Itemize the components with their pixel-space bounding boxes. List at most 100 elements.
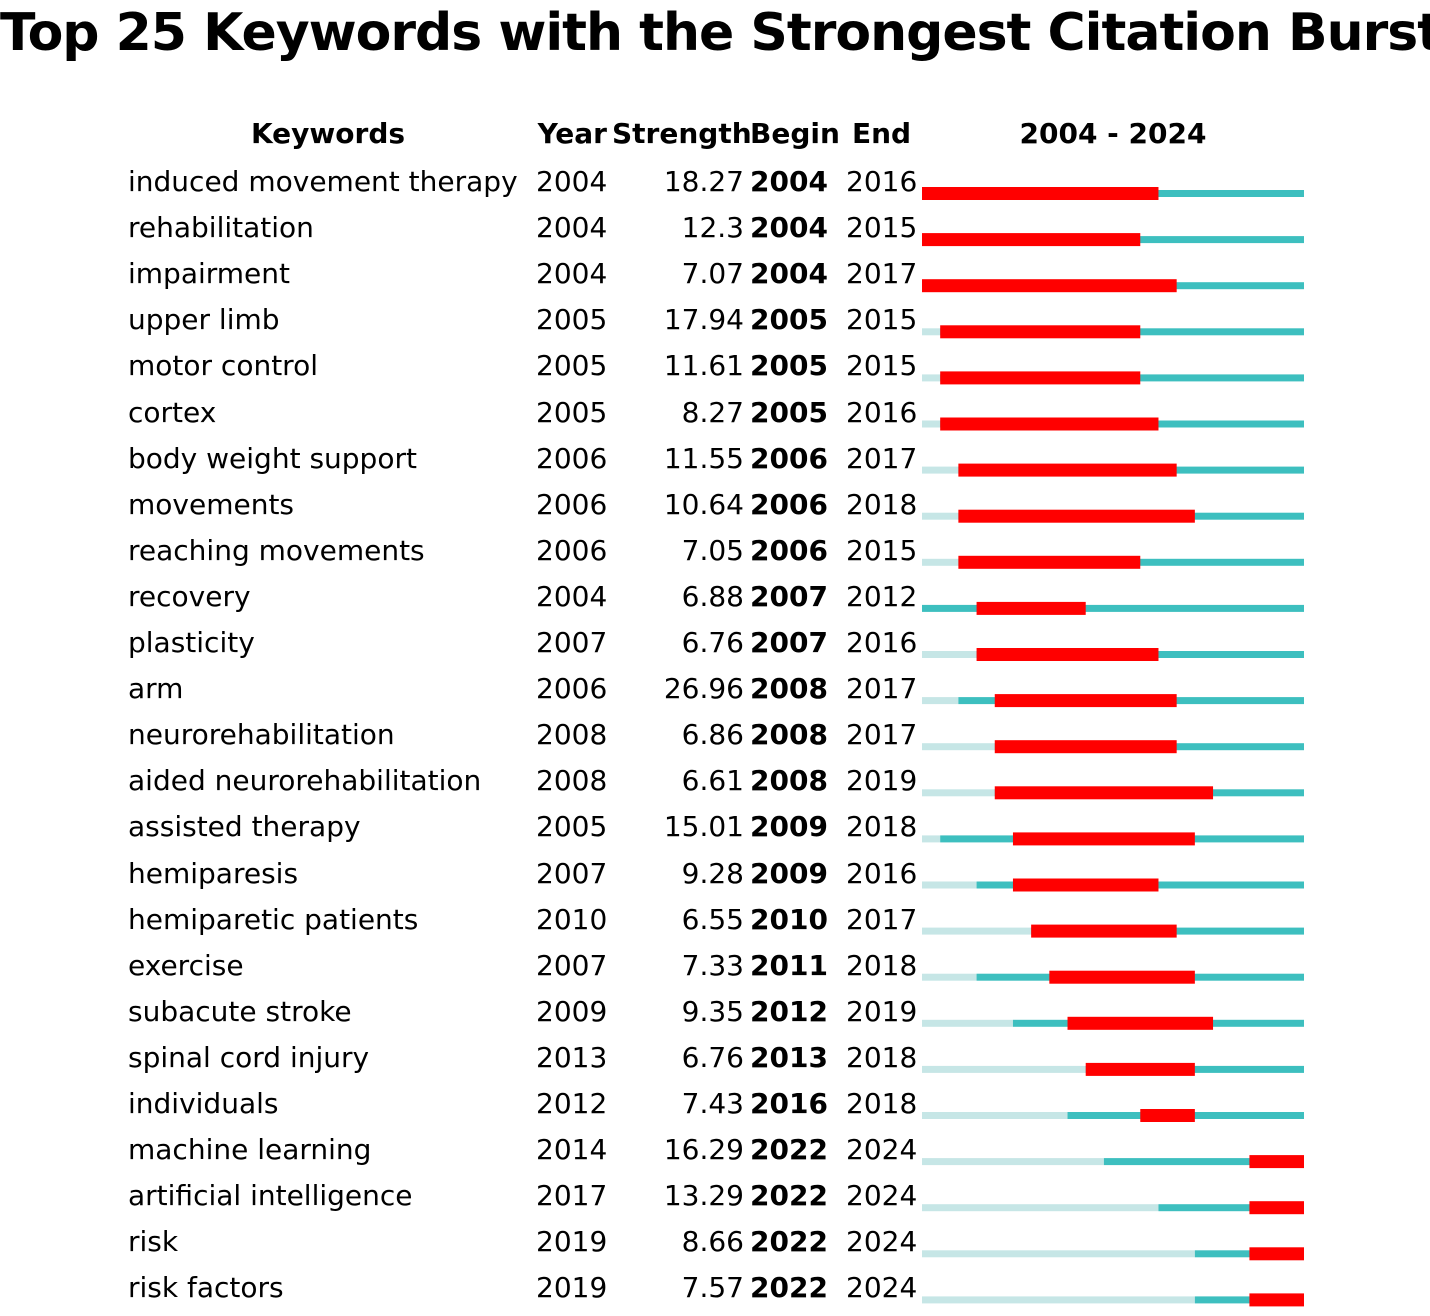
end-cell: 2012	[846, 579, 918, 613]
begin-cell: 2010	[750, 902, 828, 936]
strength-cell: 9.35	[681, 994, 744, 1028]
table-row: induced movement therapy 2004 18.27 2004 201…	[0, 164, 1430, 210]
keyword-cell: aided neurorehabilitation	[128, 764, 482, 798]
burst-bar	[1031, 924, 1177, 938]
table-row: risk factors 2019 7.57 2022 2024	[0, 1270, 1430, 1316]
begin-cell: 2011	[750, 948, 828, 982]
burst-bar	[940, 371, 1141, 385]
keyword-cell: neurorehabilitation	[128, 718, 395, 752]
year-cell: 2007	[536, 856, 608, 890]
end-cell: 2018	[846, 810, 918, 844]
header-end: End	[852, 117, 912, 150]
burst-bar	[1249, 1293, 1304, 1307]
strength-cell: 16.29	[663, 1133, 744, 1167]
year-cell: 2014	[536, 1133, 608, 1167]
burst-bar	[958, 509, 1195, 523]
active-segment	[1103, 1158, 1304, 1166]
burst-bar	[1067, 1016, 1214, 1030]
begin-cell: 2007	[750, 626, 828, 659]
end-cell: 2017	[846, 441, 918, 475]
begin-cell: 2016	[750, 1087, 828, 1120]
begin-cell: 2006	[750, 441, 828, 475]
strength-cell: 8.66	[681, 1225, 744, 1259]
begin-cell: 2008	[750, 764, 828, 798]
keyword-cell: plasticity	[128, 626, 255, 659]
begin-cell: 2006	[750, 487, 828, 521]
strength-cell: 6.76	[681, 626, 744, 659]
begin-cell: 2006	[750, 533, 828, 567]
year-cell: 2010	[536, 902, 608, 936]
keyword-cell: induced movement therapy	[128, 165, 518, 198]
table-row: impairment 2004 7.07 2004 2017	[0, 256, 1430, 302]
keyword-cell: movements	[128, 487, 295, 521]
strength-cell: 26.96	[663, 672, 744, 706]
burst-bar	[922, 233, 1141, 247]
end-cell: 2018	[846, 1087, 918, 1120]
burst-bar	[958, 555, 1141, 569]
begin-cell: 2004	[750, 211, 828, 245]
begin-cell: 2008	[750, 718, 828, 752]
inactive-segment	[922, 1019, 1013, 1027]
table-row: rehabilitation 2004 12.3 2004 2015	[0, 210, 1430, 256]
strength-cell: 12.3	[681, 211, 744, 245]
keyword-cell: machine learning	[128, 1133, 372, 1167]
table-row: arm 2006 26.96 2008 2017	[0, 671, 1430, 717]
inactive-segment	[922, 512, 959, 520]
strength-cell: 6.55	[681, 902, 744, 936]
year-cell: 2012	[536, 1087, 608, 1120]
year-cell: 2006	[536, 487, 608, 521]
header-keywords: Keywords	[250, 117, 406, 150]
strength-cell: 17.94	[663, 303, 744, 337]
keyword-cell: recovery	[128, 579, 251, 613]
table-row: motor control 2005 11.61 2005 2015	[0, 348, 1430, 394]
burst-bar	[1140, 1109, 1195, 1122]
burst-bar	[1085, 1062, 1195, 1076]
table-row: spinal cord injury 2013 6.76 2013 2018	[0, 1040, 1430, 1086]
strength-cell: 10.64	[663, 487, 744, 521]
inactive-segment	[922, 1112, 1068, 1119]
keyword-cell: arm	[128, 672, 184, 706]
keyword-cell: impairment	[128, 257, 291, 291]
begin-cell: 2009	[750, 856, 828, 890]
strength-cell: 18.27	[663, 165, 744, 198]
inactive-segment	[922, 743, 995, 751]
strength-cell: 7.33	[681, 948, 744, 982]
end-cell: 2024	[846, 1133, 918, 1167]
table-row: plasticity 2007 6.76 2007 2016	[0, 625, 1430, 671]
inactive-segment	[922, 881, 977, 889]
table-row: risk 2019 8.66 2022 2024	[0, 1224, 1430, 1270]
begin-cell: 2007	[750, 579, 828, 613]
end-cell: 2024	[846, 1179, 918, 1213]
header-strength: Strength	[612, 117, 752, 150]
strength-cell: 6.61	[681, 764, 744, 798]
end-cell: 2017	[846, 672, 918, 706]
begin-cell: 2022	[750, 1225, 828, 1259]
strength-cell: 7.07	[681, 257, 744, 291]
inactive-segment	[922, 374, 941, 382]
header-year: Year	[537, 117, 607, 150]
inactive-segment	[922, 651, 977, 658]
year-cell: 2004	[536, 257, 608, 291]
end-cell: 2019	[846, 994, 918, 1028]
burst-bar	[994, 786, 1214, 800]
keyword-cell: hemiparesis	[128, 856, 299, 890]
year-cell: 2009	[536, 994, 608, 1028]
burst-bar	[940, 325, 1141, 339]
keyword-cell: upper limb	[128, 303, 280, 337]
keyword-cell: assisted therapy	[128, 810, 361, 844]
burst-bar	[940, 417, 1159, 431]
burst-bar	[976, 601, 1086, 615]
table-row: cortex 2005 8.27 2005 2016	[0, 395, 1430, 441]
inactive-segment	[922, 558, 959, 566]
year-cell: 2008	[536, 718, 608, 752]
strength-cell: 15.01	[663, 810, 744, 844]
inactive-segment	[922, 1296, 1195, 1304]
strength-cell: 7.43	[681, 1087, 744, 1120]
year-cell: 2004	[536, 165, 608, 198]
year-cell: 2008	[536, 764, 608, 798]
inactive-segment	[922, 1204, 1159, 1212]
year-cell: 2006	[536, 533, 608, 567]
keyword-cell: hemiparetic patients	[128, 902, 419, 936]
strength-cell: 6.88	[681, 579, 744, 613]
strength-cell: 6.76	[681, 1040, 744, 1074]
